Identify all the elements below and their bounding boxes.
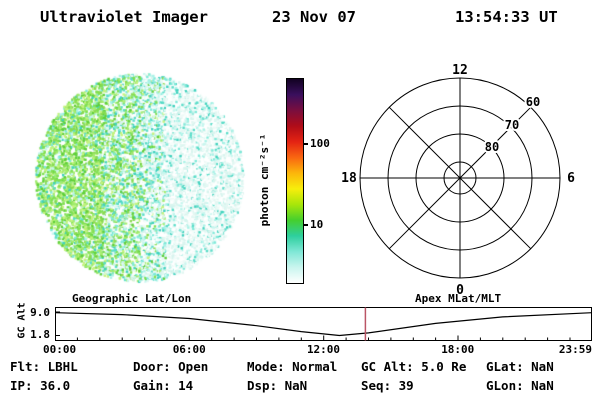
status-mode: Mode: Normal (247, 359, 337, 374)
timeline-label-geographic: Geographic Lat/Lon (72, 292, 191, 305)
uv-disk-image (32, 70, 248, 286)
page-title: Ultraviolet Imager (40, 8, 208, 26)
colorbar-tick-100 (303, 143, 308, 145)
timeline-ytick-90: 9.0 (24, 306, 50, 319)
timeline-label-apex: Apex MLat/MLT (415, 292, 501, 305)
xtick-0000: 00:00 (43, 343, 76, 356)
status-glat: GLat: NaN (486, 359, 554, 374)
xtick-1200: 12:00 (307, 343, 340, 356)
timeline-ytick-18: 1.8 (24, 328, 50, 341)
polar-clock-18: 18 (341, 171, 357, 186)
time-label: 13:54:33 UT (455, 8, 558, 26)
altitude-timeline-plot (55, 305, 592, 345)
date-label: 23 Nov 07 (272, 8, 356, 26)
polar-lat-70: 70 (505, 118, 519, 132)
colorbar-gradient (286, 78, 304, 284)
status-dsp: Dsp: NaN (247, 378, 307, 393)
status-seq: Seq: 39 (361, 378, 414, 393)
polar-lat-60: 60 (526, 95, 540, 109)
status-gain: Gain: 14 (133, 378, 193, 393)
polar-plot: 12 18 6 0 60 70 80 (340, 58, 580, 298)
xtick-0600: 06:00 (173, 343, 206, 356)
colorbar-units-label: photon cm⁻²s⁻¹ (258, 78, 272, 282)
polar-clock-6: 6 (567, 171, 575, 186)
uvi-display: Ultraviolet Imager 23 Nov 07 13:54:33 UT… (0, 0, 600, 400)
status-glon: GLon: NaN (486, 378, 554, 393)
polar-lat-80: 80 (485, 140, 499, 154)
colorbar-tick-label-10: 10 (310, 218, 323, 231)
status-ip: IP: 36.0 (10, 378, 70, 393)
xtick-1800: 18:00 (441, 343, 474, 356)
xtick-2359: 23:59 (559, 343, 592, 356)
status-door: Door: Open (133, 359, 208, 374)
polar-clock-12: 12 (452, 63, 468, 78)
colorbar-tick-10 (303, 224, 308, 226)
colorbar-tick-label-100: 100 (310, 137, 330, 150)
status-flt: Flt: LBHL (10, 359, 78, 374)
status-gcalt: GC Alt: 5.0 Re (361, 359, 466, 374)
timeline-xticks: 00:00 06:00 12:00 18:00 23:59 (55, 343, 592, 357)
